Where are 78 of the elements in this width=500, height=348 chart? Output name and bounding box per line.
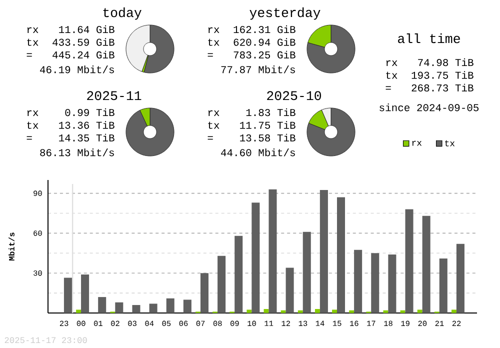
bar <box>76 310 82 314</box>
bar <box>115 302 124 314</box>
text: = <box>208 136 213 140</box>
bar <box>149 304 158 314</box>
legend-label: rx <box>412 140 422 146</box>
legend-label: tx <box>445 140 455 146</box>
bar <box>268 189 277 314</box>
chart-title: 2025-11 <box>87 91 142 100</box>
text: 13.36 TiB <box>59 121 114 129</box>
text: 0.99 TiB <box>65 108 114 116</box>
text: 44.60 Mbit/s <box>221 148 295 156</box>
text: 193.75 TiB <box>412 71 474 79</box>
text: rx <box>386 60 398 66</box>
bar <box>252 202 260 314</box>
text: 14.35 TiB <box>59 134 114 142</box>
text: rx <box>27 110 38 116</box>
text: 74.98 TiB <box>418 58 474 66</box>
bar <box>400 310 406 314</box>
text: 433.59 GiB <box>52 38 114 46</box>
bar <box>166 298 174 314</box>
bar <box>439 258 448 314</box>
text: 1.83 TiB <box>246 108 296 116</box>
bar <box>332 310 337 314</box>
text: 783.25 GiB <box>234 50 296 59</box>
bar <box>264 309 269 314</box>
text: = <box>26 136 32 140</box>
text: 445.24 GiB <box>52 50 114 59</box>
bar <box>132 305 140 314</box>
text: 46.19 Mbit/s <box>40 66 114 74</box>
bar <box>456 244 464 314</box>
bar <box>298 310 303 314</box>
bar <box>451 310 456 314</box>
text: 77.87 Mbit/s <box>221 66 295 74</box>
text: rx <box>27 27 38 34</box>
text: tx <box>27 122 38 129</box>
bar <box>336 197 346 314</box>
text: rx <box>208 27 220 34</box>
text: tx <box>386 72 398 79</box>
text: 11.64 GiB <box>59 25 114 34</box>
bar <box>354 250 362 314</box>
bar <box>320 190 328 314</box>
bar <box>383 310 388 314</box>
text: since 2024-09-05 <box>380 104 479 112</box>
chart-title: today <box>103 7 142 20</box>
bar <box>64 278 72 314</box>
text: tx <box>208 38 220 46</box>
text: 620.94 GiB <box>234 38 296 46</box>
bar <box>388 254 396 314</box>
bar <box>405 209 414 314</box>
bar <box>246 310 252 314</box>
bar <box>280 310 286 314</box>
text: = <box>26 53 32 57</box>
text: tx <box>208 122 220 129</box>
text: 11.75 TiB <box>240 121 296 129</box>
bar <box>286 268 294 314</box>
text: all time <box>398 33 460 44</box>
text: 268.73 TiB <box>412 84 474 92</box>
text: 162.31 GiB <box>234 25 296 34</box>
text: tx <box>27 38 38 46</box>
bar <box>200 273 208 314</box>
text: 13.58 TiB <box>240 134 296 142</box>
bar <box>417 310 422 314</box>
bar <box>234 236 243 314</box>
bar <box>349 310 354 314</box>
chart-title: yesterday <box>250 7 320 20</box>
bar <box>183 300 192 314</box>
bar <box>422 216 430 314</box>
chart-title: 2025-10 <box>267 91 322 100</box>
bar <box>218 256 226 314</box>
bar <box>98 297 106 314</box>
bar <box>81 274 90 314</box>
bar <box>371 253 380 314</box>
text: = <box>386 86 391 90</box>
bar <box>302 232 311 314</box>
text: = <box>208 53 213 57</box>
text: 86.13 Mbit/s <box>40 148 114 156</box>
bar <box>314 309 320 314</box>
text: rx <box>208 110 220 116</box>
